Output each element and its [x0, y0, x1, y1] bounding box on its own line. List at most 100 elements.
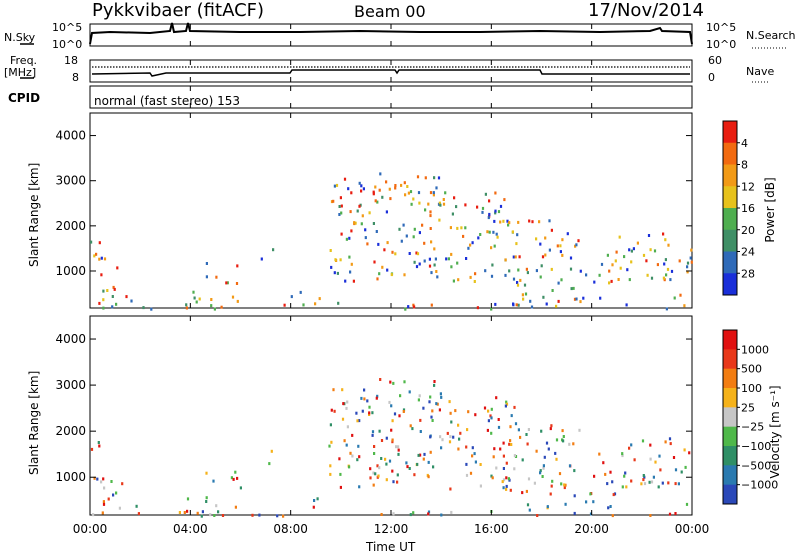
- heatmap-cell: [602, 461, 605, 465]
- heatmap-cell: [379, 172, 382, 176]
- colorbar-segment: [723, 164, 737, 187]
- heatmap-cell: [517, 268, 520, 272]
- heatmap-cell: [398, 414, 401, 418]
- heatmap-cell: [665, 307, 668, 311]
- heatmap-cell: [404, 193, 407, 197]
- heatmap-cell: [479, 233, 482, 236]
- heatmap-cell: [490, 407, 493, 411]
- heatmap-cell: [450, 252, 453, 256]
- colorbar-tick-label: 100: [741, 382, 762, 395]
- heatmap-cell: [572, 286, 575, 290]
- heatmap-cell: [662, 276, 665, 280]
- heatmap-cell: [649, 443, 652, 447]
- colorbar-segment: [723, 388, 737, 408]
- heatmap-cell: [408, 390, 411, 394]
- heatmap-cell: [137, 512, 140, 516]
- heatmap-cell: [346, 425, 349, 429]
- heatmap-cell: [372, 483, 375, 487]
- heatmap-cell: [452, 279, 455, 283]
- x-tick-label: 20:00: [574, 522, 609, 536]
- heatmap-cell: [334, 258, 337, 262]
- heatmap-cell: [385, 210, 388, 214]
- heatmap-cell: [210, 304, 213, 308]
- heatmap-cell: [509, 425, 512, 429]
- heatmap-cell: [469, 471, 473, 475]
- heatmap-cell: [517, 303, 520, 307]
- heatmap-cell: [345, 406, 348, 410]
- heatmap-cell: [106, 289, 109, 292]
- heatmap-cell: [502, 486, 505, 490]
- heatmap-cell: [503, 198, 506, 202]
- heatmap-cell: [517, 220, 520, 224]
- nsky-top-tick: 10^5: [52, 21, 83, 34]
- heatmap-cell: [533, 481, 536, 485]
- heatmap-cell: [648, 480, 651, 484]
- heatmap-cell: [396, 480, 399, 484]
- heatmap-cell: [234, 470, 237, 474]
- heatmap-cell: [484, 269, 487, 273]
- heatmap-cell: [366, 242, 369, 246]
- heatmap-cell: [333, 409, 336, 413]
- heatmap-cell: [625, 303, 628, 307]
- heatmap-cell: [406, 465, 409, 469]
- heatmap-cell: [465, 473, 469, 477]
- heatmap-cell: [592, 500, 595, 504]
- heatmap-cell: [335, 183, 339, 187]
- heatmap-cell: [427, 512, 430, 516]
- heatmap-cell: [411, 427, 414, 431]
- heatmap-cell: [369, 476, 372, 480]
- heatmap-cell: [350, 191, 353, 195]
- heatmap-cell: [356, 209, 359, 213]
- heatmap-cell: [538, 220, 541, 224]
- heatmap-cell: [491, 263, 494, 267]
- heatmap-cell: [235, 282, 239, 285]
- heatmap-cell: [417, 453, 420, 457]
- heatmap-cell: [205, 275, 208, 279]
- heatmap-cell: [98, 301, 101, 305]
- heatmap-cell: [440, 446, 443, 450]
- heatmap-cell: [658, 454, 661, 458]
- heatmap-cell: [409, 424, 412, 428]
- heatmap-cell: [492, 230, 495, 234]
- heatmap-cell: [689, 256, 692, 260]
- freq-trace: [91, 69, 690, 77]
- heatmap-cell: [494, 302, 497, 306]
- heatmap-cell: [449, 411, 452, 415]
- heatmap-cell: [102, 289, 105, 293]
- heatmap-cell: [384, 457, 387, 461]
- heatmap-cell: [442, 202, 446, 206]
- heatmap-cell: [392, 480, 395, 484]
- heatmap-cell: [405, 461, 408, 465]
- heatmap-cell: [459, 431, 462, 435]
- heatmap-cell: [649, 514, 652, 517]
- heatmap-cell: [213, 307, 216, 311]
- heatmap-cell: [374, 199, 377, 203]
- heatmap-cell: [416, 462, 419, 466]
- heatmap-cell: [465, 462, 468, 466]
- x-tick-label: 00:00: [73, 522, 108, 536]
- heatmap-cell: [111, 295, 114, 298]
- heatmap-cell: [364, 228, 367, 232]
- heatmap-cell: [213, 514, 216, 517]
- heatmap-cell: [333, 184, 336, 188]
- heatmap-cell: [640, 482, 643, 486]
- heatmap-cell: [670, 269, 674, 273]
- heatmap-cell: [418, 231, 421, 235]
- heatmap-cell: [116, 266, 119, 270]
- heatmap-cell: [349, 451, 352, 455]
- heatmap-cell: [557, 299, 560, 303]
- heatmap-cell: [381, 265, 384, 269]
- heatmap-cell: [643, 475, 646, 479]
- heatmap-cell: [450, 420, 453, 424]
- heatmap-cell: [502, 478, 506, 482]
- heatmap-cell: [385, 436, 388, 440]
- heatmap-cell: [656, 263, 659, 267]
- heatmap-cell: [428, 400, 431, 404]
- heatmap-cell: [376, 394, 379, 398]
- heatmap-cell: [623, 255, 626, 259]
- heatmap-cell: [361, 409, 364, 413]
- heatmap-cell: [535, 269, 538, 273]
- heatmap-cell: [112, 493, 115, 497]
- heatmap-cell: [657, 485, 660, 489]
- heatmap-cell: [541, 255, 545, 259]
